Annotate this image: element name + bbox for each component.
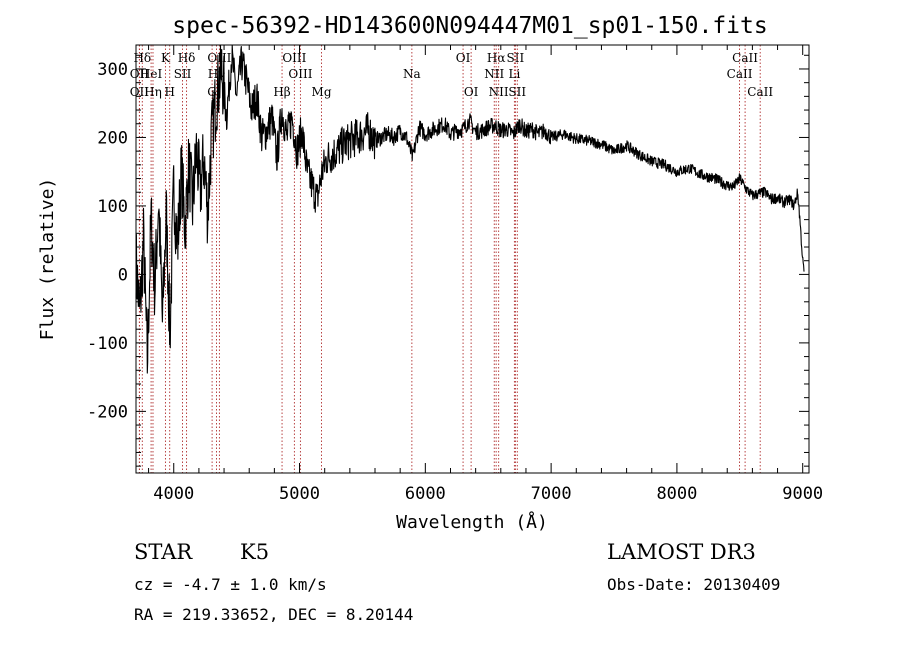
line-marker-label-10: H xyxy=(164,85,174,99)
line-marker-label-9: Hη xyxy=(144,85,162,99)
x-axis-label: Wavelength (Å) xyxy=(396,511,548,533)
line-marker-label-21: NII xyxy=(489,85,509,99)
line-marker-label-17: OI xyxy=(456,51,471,65)
line-marker-label-16: Na xyxy=(403,67,421,81)
velocity-text: cz = -4.7 ± 1.0 km/s xyxy=(134,575,327,594)
plot-frame xyxy=(135,44,810,474)
line-marker-label-11: G xyxy=(207,85,217,99)
y-tick-label-0: -200 xyxy=(87,402,128,422)
line-marker-label-8: OII xyxy=(130,85,150,99)
y-tick-label-4: 200 xyxy=(97,128,128,148)
line-marker-label-27: CaII xyxy=(747,85,773,99)
line-marker-label-2: K xyxy=(161,51,171,65)
line-marker-label-12: Hβ xyxy=(273,85,290,99)
y-axis-label: Flux (relative) xyxy=(37,178,58,341)
line-marker-label-5: SII xyxy=(174,67,192,81)
line-marker-label-26: CaII xyxy=(727,67,753,81)
coordinates-text: RA = 219.33652, DEC = 8.20144 xyxy=(134,605,413,624)
line-marker-label-18: OI xyxy=(464,85,479,99)
line-marker-label-24: SII xyxy=(508,85,526,99)
axis-ticks: 4000 5000 6000 7000 8000 9000 -200 -100 0 100 200 3… xyxy=(87,45,823,504)
spectrum-series xyxy=(135,44,805,374)
x-tick-label-3: 7000 xyxy=(531,484,572,504)
line-marker-label-13: OIII xyxy=(282,51,306,65)
object-class: STAR xyxy=(134,540,193,564)
x-tick-label-2: 6000 xyxy=(405,484,446,504)
line-marker-label-6: OIII xyxy=(207,51,231,65)
survey-label: LAMOST DR3 xyxy=(607,540,756,564)
line-marker-label-23: Li xyxy=(508,67,520,81)
y-tick-label-1: -100 xyxy=(87,334,128,354)
line-marker-label-7: Hγ xyxy=(208,67,226,81)
line-marker-label-1: HeI xyxy=(140,67,163,81)
spectrum-line xyxy=(135,44,805,374)
x-tick-label-1: 5000 xyxy=(279,484,320,504)
x-tick-label-4: 8000 xyxy=(656,484,697,504)
y-tick-label-5: 300 xyxy=(97,60,128,80)
y-tick-label-2: 0 xyxy=(118,265,128,285)
obs-date-text: Obs-Date: 20130409 xyxy=(607,575,780,594)
x-tick-label-5: 9000 xyxy=(782,484,823,504)
line-marker-label-25: CaII xyxy=(732,51,758,65)
line-marker-label-3: Hδ xyxy=(178,51,196,65)
x-tick-label-0: 4000 xyxy=(153,484,194,504)
line-marker-label-19: Hα xyxy=(487,51,506,65)
object-subclass: K5 xyxy=(240,540,269,564)
line-marker-label-15: Mg xyxy=(312,85,332,99)
chart-title: spec-56392-HD143600N094447M01_sp01-150.f… xyxy=(172,13,767,39)
y-tick-label-3: 100 xyxy=(97,197,128,217)
line-marker-label-14: OIII xyxy=(288,67,312,81)
line-marker-label-0: Hδ xyxy=(133,51,151,65)
line-marker-label-20: NII xyxy=(484,67,504,81)
line-marker-label-22: SII xyxy=(507,51,525,65)
